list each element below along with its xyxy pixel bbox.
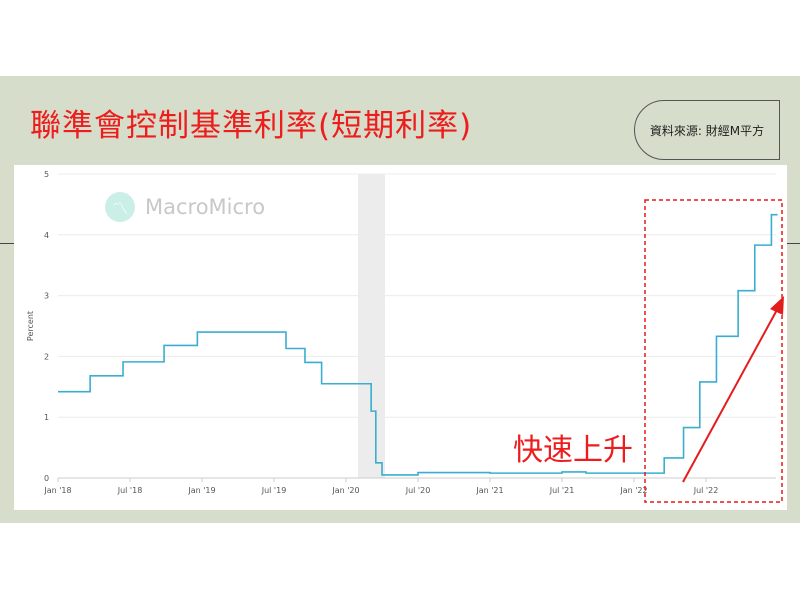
source-label: 資料來源: 財經M平方 [634,100,780,160]
series-line [58,213,778,476]
recession-shading [358,174,385,478]
x-tick-label: Jan '19 [187,486,215,495]
page-title: 聯準會控制基準利率(短期利率) [30,108,473,144]
x-tick-label: Jan '18 [43,486,71,495]
y-tick-label: 0 [44,474,49,483]
y-tick-label: 5 [44,170,49,179]
y-tick-label: 3 [44,292,49,301]
x-tick-label: Jan '22 [619,486,647,495]
highlight-box [644,199,783,503]
x-tick-label: Jul '22 [693,486,719,495]
y-axis-label: Percent [26,311,35,341]
divider-line [787,243,800,244]
watermark: 〽 MacroMicro [105,192,265,222]
trend-arrow [682,307,779,483]
y-tick-label: 2 [44,352,49,361]
x-tick-label: Jul '21 [549,486,575,495]
x-tick-label: Jan '21 [475,486,503,495]
watermark-text: MacroMicro [145,195,266,219]
x-tick-label: Jul '20 [405,486,431,495]
x-tick-label: Jul '19 [261,486,287,495]
x-tick-label: Jul '18 [117,486,143,495]
macromicro-logo-icon: 〽 [105,192,135,222]
chart-panel [14,165,787,510]
x-tick-label: Jan '20 [331,486,359,495]
divider-line [0,243,14,244]
annotation-text: 快速上升 [513,433,633,468]
arrow-head-icon [770,296,784,315]
y-tick-label: 1 [44,413,49,422]
y-tick-label: 4 [44,231,49,240]
